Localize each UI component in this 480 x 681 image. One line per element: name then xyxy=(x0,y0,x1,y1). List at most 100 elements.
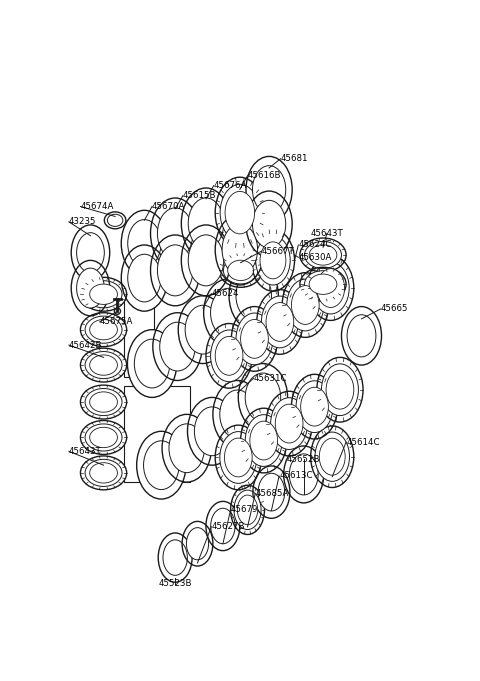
Ellipse shape xyxy=(215,425,262,490)
Ellipse shape xyxy=(240,408,287,473)
Ellipse shape xyxy=(275,405,303,443)
Ellipse shape xyxy=(81,348,127,382)
Ellipse shape xyxy=(127,330,177,398)
Ellipse shape xyxy=(85,388,122,415)
Ellipse shape xyxy=(282,272,328,337)
Text: 45681: 45681 xyxy=(281,154,308,163)
Text: 45670A: 45670A xyxy=(152,202,185,211)
Ellipse shape xyxy=(326,370,354,409)
Ellipse shape xyxy=(81,421,127,454)
Ellipse shape xyxy=(252,229,295,291)
Ellipse shape xyxy=(256,236,290,285)
Ellipse shape xyxy=(90,319,118,340)
Ellipse shape xyxy=(206,501,240,551)
Ellipse shape xyxy=(194,407,230,456)
Ellipse shape xyxy=(181,188,230,259)
Ellipse shape xyxy=(160,322,195,371)
Text: 45613C: 45613C xyxy=(279,471,312,481)
Ellipse shape xyxy=(71,260,110,316)
Text: 45614C: 45614C xyxy=(346,438,380,447)
Ellipse shape xyxy=(185,305,221,354)
Ellipse shape xyxy=(228,260,253,281)
Ellipse shape xyxy=(85,316,122,343)
Ellipse shape xyxy=(162,414,211,482)
Ellipse shape xyxy=(296,381,333,432)
Ellipse shape xyxy=(206,323,252,388)
Ellipse shape xyxy=(163,540,187,575)
Ellipse shape xyxy=(90,355,118,375)
Ellipse shape xyxy=(245,415,282,466)
Ellipse shape xyxy=(315,432,349,481)
Ellipse shape xyxy=(215,214,264,285)
Ellipse shape xyxy=(85,281,122,308)
Ellipse shape xyxy=(188,198,224,249)
Ellipse shape xyxy=(90,284,118,304)
Ellipse shape xyxy=(213,381,262,448)
Ellipse shape xyxy=(121,210,168,276)
Text: 45667T: 45667T xyxy=(262,247,294,255)
Ellipse shape xyxy=(204,279,253,347)
Ellipse shape xyxy=(211,330,248,382)
Ellipse shape xyxy=(220,390,255,439)
Ellipse shape xyxy=(77,233,104,272)
Ellipse shape xyxy=(347,315,376,357)
Ellipse shape xyxy=(225,191,254,234)
Text: 45652B: 45652B xyxy=(287,454,321,464)
Text: 43235: 43235 xyxy=(69,217,96,226)
Bar xyxy=(124,386,190,482)
Text: 45665: 45665 xyxy=(381,304,408,313)
Ellipse shape xyxy=(260,242,286,279)
Ellipse shape xyxy=(211,508,235,543)
Ellipse shape xyxy=(188,398,237,465)
Ellipse shape xyxy=(157,208,193,259)
Text: 45616B: 45616B xyxy=(248,171,281,180)
Ellipse shape xyxy=(215,177,264,248)
Ellipse shape xyxy=(322,364,359,415)
Text: 45627B: 45627B xyxy=(211,522,245,531)
Ellipse shape xyxy=(71,225,110,281)
Ellipse shape xyxy=(308,256,354,321)
Ellipse shape xyxy=(181,225,230,296)
Ellipse shape xyxy=(157,245,193,296)
Ellipse shape xyxy=(85,459,122,486)
Ellipse shape xyxy=(300,238,346,272)
Ellipse shape xyxy=(153,313,202,381)
Ellipse shape xyxy=(341,306,382,365)
Ellipse shape xyxy=(304,242,341,268)
Ellipse shape xyxy=(317,269,345,308)
Ellipse shape xyxy=(291,285,319,324)
Text: 45624: 45624 xyxy=(211,289,239,298)
Text: 45685A: 45685A xyxy=(255,489,288,498)
Ellipse shape xyxy=(215,336,243,375)
Ellipse shape xyxy=(245,373,281,422)
Ellipse shape xyxy=(169,424,204,473)
Ellipse shape xyxy=(220,185,260,241)
Ellipse shape xyxy=(312,262,349,314)
Text: 45643T: 45643T xyxy=(311,229,343,238)
Ellipse shape xyxy=(231,306,277,371)
Text: 45631C: 45631C xyxy=(254,374,287,383)
Ellipse shape xyxy=(81,313,127,347)
Ellipse shape xyxy=(309,274,337,294)
Ellipse shape xyxy=(81,277,127,311)
Ellipse shape xyxy=(222,224,258,275)
Ellipse shape xyxy=(246,191,292,257)
Ellipse shape xyxy=(182,522,213,566)
Ellipse shape xyxy=(151,198,200,269)
Ellipse shape xyxy=(253,466,290,518)
Ellipse shape xyxy=(289,454,318,495)
Ellipse shape xyxy=(144,441,179,490)
Ellipse shape xyxy=(252,200,286,248)
Text: 45523B: 45523B xyxy=(158,580,192,588)
Text: 45630A: 45630A xyxy=(299,253,332,262)
Ellipse shape xyxy=(104,212,126,229)
Ellipse shape xyxy=(128,219,161,267)
Bar xyxy=(124,284,154,377)
Ellipse shape xyxy=(81,385,127,419)
Ellipse shape xyxy=(211,288,246,337)
Ellipse shape xyxy=(304,270,341,298)
Ellipse shape xyxy=(271,398,308,449)
Ellipse shape xyxy=(158,533,192,582)
Ellipse shape xyxy=(225,438,252,477)
Ellipse shape xyxy=(121,245,168,311)
